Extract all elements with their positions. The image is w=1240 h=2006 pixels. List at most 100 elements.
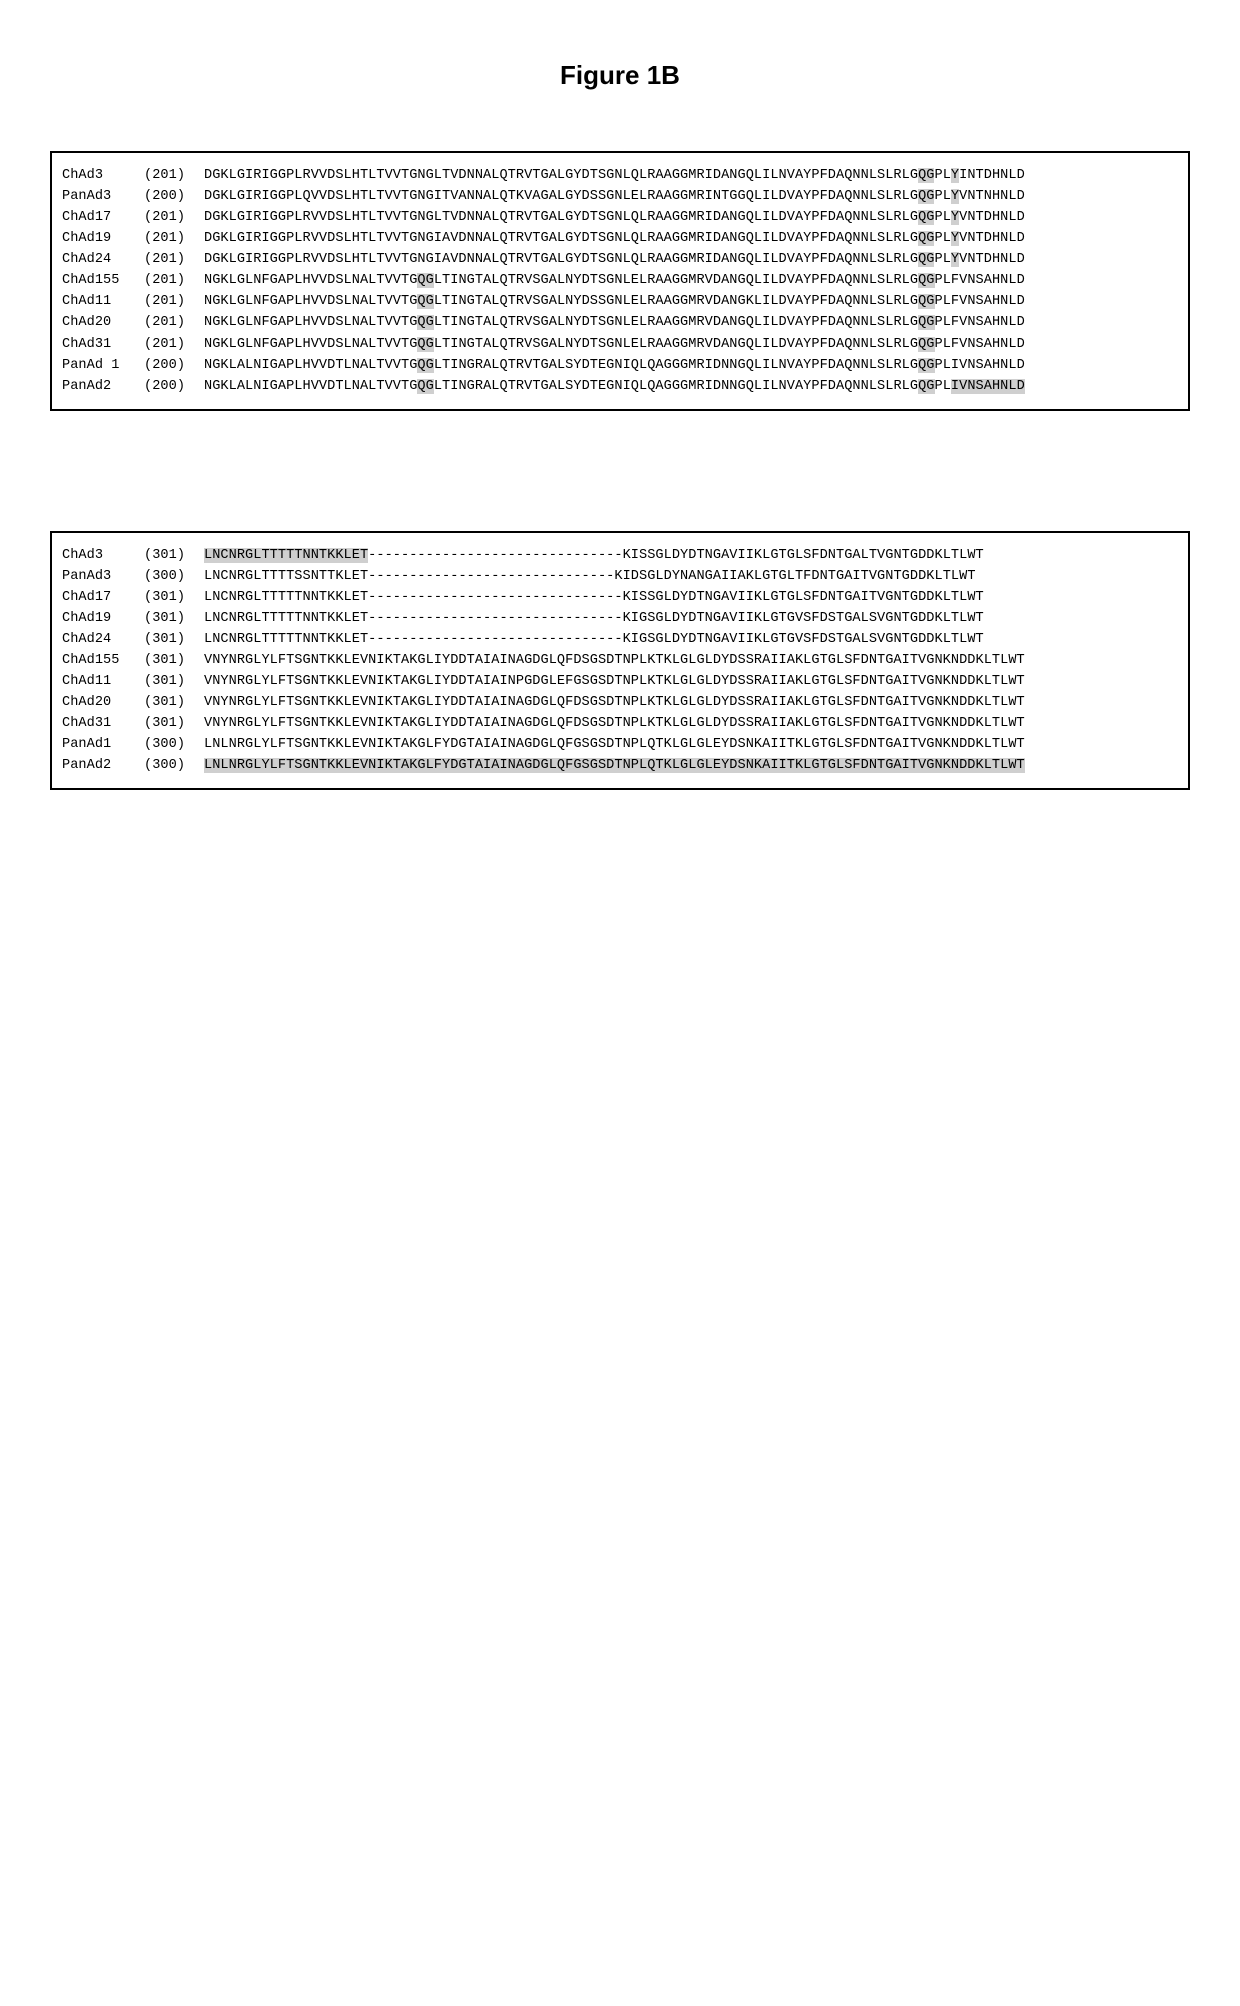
sequence-segment: LTINGTALQTRVSGALNYDTSGNLELRAAGGMRVDANGQL… [434,337,918,352]
sequence-position: (200) [144,355,204,376]
sequence-segment: NGKLGLNFGAPLHVVDSLNALTVVTG [204,337,417,352]
sequence-segment-highlighted: Y [951,189,959,204]
sequence-position: (300) [144,566,204,587]
sequence-segment: ----KISSGLDYDTNGAVIIKLGTGLSFDNTGAITVGNTG… [590,590,984,605]
sequence-position: (301) [144,650,204,671]
sequence-position: (301) [144,587,204,608]
sequence-segment-highlighted: QG [918,189,934,204]
sequence-segment-highlighted: QG [417,379,433,394]
sequence-data: LNCNRGLTTTTTNNTKKLET--------------------… [204,629,1178,650]
sequence-segment: LNCNRGLTTTTSSNTTKLET [204,569,368,584]
sequence-position: (301) [144,692,204,713]
sequence-label: ChAd24 [62,249,144,270]
sequence-segment: LNCNRGLTTTTTNNTKKLET [204,611,368,626]
sequence-label: ChAd17 [62,207,144,228]
sequence-position: (201) [144,165,204,186]
sequence-segment: LTINGTALQTRVSGALNYDTSGNLELRAAGGMRVDANGQL… [434,273,918,288]
sequence-row: ChAd20(201)NGKLGLNFGAPLHVVDSLNALTVVTGQGL… [62,312,1178,333]
sequence-segment: LNCNRGLTTTTTNNTKKLET [204,590,368,605]
sequence-label: ChAd11 [62,671,144,692]
sequence-row: ChAd11(301)VNYNRGLYLFTSGNTKKLEVNIKTAKGLI… [62,671,1178,692]
sequence-row: ChAd3(301)LNCNRGLTTTTTNNTKKLET----------… [62,545,1178,566]
sequence-segment-highlighted: QG [417,358,433,373]
sequence-segment-highlighted: QG [918,252,934,267]
sequence-row: ChAd17(301)LNCNRGLTTTTTNNTKKLET---------… [62,587,1178,608]
sequence-segment: VNYNRGLYLFTSGNTKKLEVNIKTAKGLIYDDTAIAINAG… [204,716,1025,731]
figure-title: Figure 1B [50,60,1190,91]
sequence-position: (300) [144,755,204,776]
sequence-segment: PLFVNSAHNLD [935,337,1025,352]
sequence-segment-highlighted: QG [918,168,934,183]
sequence-segment-highlighted: QG [918,315,934,330]
sequence-label: PanAd2 [62,376,144,397]
sequence-position: (201) [144,334,204,355]
sequence-data: LNCNRGLTTTTSSNTTKLET--------------------… [204,566,1178,587]
sequence-row: PanAd3(300)LNCNRGLTTTTSSNTTKLET---------… [62,566,1178,587]
alignment-block: ChAd3(301)LNCNRGLTTTTTNNTKKLET----------… [50,531,1190,791]
sequence-segment: VNYNRGLYLFTSGNTKKLEVNIKTAKGLIYDDTAIAINAG… [204,653,1025,668]
sequence-row: ChAd31(301)VNYNRGLYLFTSGNTKKLEVNIKTAKGLI… [62,713,1178,734]
sequence-data: NGKLALNIGAPLHVVDTLNALTVVTGQGLTINGRALQTRV… [204,355,1178,376]
sequence-segment: VNYNRGLYLFTSGNTKKLEVNIKTAKGLIYDDTAIAINAG… [204,695,1025,710]
sequence-row: PanAd2(300)LNLNRGLYLFTSGNTKKLEVNIKTAKGLF… [62,755,1178,776]
sequence-segment-highlighted: QG [918,379,934,394]
sequence-data: NGKLGLNFGAPLHVVDSLNALTVVTGQGLTINGTALQTRV… [204,270,1178,291]
sequence-position: (201) [144,249,204,270]
sequence-row: ChAd3(201)DGKLGIRIGGPLRVVDSLHTLTVVTGNGLT… [62,165,1178,186]
sequence-segment-highlighted: QG [918,231,934,246]
sequence-data: LNCNRGLTTTTTNNTKKLET--------------------… [204,608,1178,629]
sequence-segment: DGKLGIRIGGPLQVVDSLHTLTVVTGNGITVANNALQTKV… [204,189,918,204]
sequence-segment: --------------------------- [368,590,590,605]
sequence-row: ChAd11(201)NGKLGLNFGAPLHVVDSLNALTVVTGQGL… [62,291,1178,312]
sequence-position: (301) [144,671,204,692]
sequence-segment: NGKLGLNFGAPLHVVDSLNALTVVTG [204,273,417,288]
sequence-segment: LTINGRALQTRVTGALSYDTEGNIQLQAGGGMRIDNNGQL… [434,358,918,373]
sequence-row: PanAd1(300)LNLNRGLYLFTSGNTKKLEVNIKTAKGLF… [62,734,1178,755]
sequence-position: (301) [144,608,204,629]
sequence-label: ChAd155 [62,270,144,291]
sequence-segment: ----KIGSGLDYDTNGAVIIKLGTGVSFDSTGALSVGNTG… [590,611,984,626]
sequence-label: ChAd155 [62,650,144,671]
sequence-segment: PLFVNSAHNLD [935,315,1025,330]
sequence-data: NGKLALNIGAPLHVVDTLNALTVVTGQGLTINGRALQTRV… [204,376,1178,397]
sequence-segment: DGKLGIRIGGPLRVVDSLHTLTVVTGNGIAVDNNALQTRV… [204,231,918,246]
sequence-segment: LTINGTALQTRVSGALNYDSSGNLELRAAGGMRVDANGKL… [434,294,918,309]
sequence-segment: PL [934,252,950,267]
sequence-segment: INTDHNLD [959,168,1025,183]
sequence-segment: DGKLGIRIGGPLRVVDSLHTLTVVTGNGLTVDNNALQTRV… [204,168,918,183]
sequence-segment: PL [934,189,950,204]
sequence-label: ChAd24 [62,629,144,650]
sequence-segment-highlighted: QG [918,210,934,225]
sequence-segment: PL [934,168,950,183]
sequence-segment-highlighted: LNCNRGLTTTTTNNTKKLET [204,548,368,563]
sequence-segment: PL [934,210,950,225]
sequence-data: VNYNRGLYLFTSGNTKKLEVNIKTAKGLIYDDTAIAINAG… [204,650,1178,671]
sequence-data: VNYNRGLYLFTSGNTKKLEVNIKTAKGLIYDDTAIAINPG… [204,671,1178,692]
sequence-segment-highlighted: QG [918,337,934,352]
sequence-segment-highlighted: Y [951,210,959,225]
alignment-block: ChAd3(201)DGKLGIRIGGPLRVVDSLHTLTVVTGNGLT… [50,151,1190,411]
sequence-segment: VNTDHNLD [959,252,1025,267]
sequence-label: PanAd1 [62,734,144,755]
sequence-segment: NGKLALNIGAPLHVVDTLNALTVVTG [204,379,417,394]
sequence-label: ChAd17 [62,587,144,608]
sequence-segment: ---KIDSGLDYNANGAIIAKLGTGLTFDNTGAITVGNTGD… [590,569,976,584]
sequence-segment: LNCNRGLTTTTTNNTKKLET [204,632,368,647]
sequence-position: (301) [144,629,204,650]
sequence-label: PanAd3 [62,566,144,587]
sequence-segment-highlighted: QG [417,337,433,352]
sequence-data: NGKLGLNFGAPLHVVDSLNALTVVTGQGLTINGTALQTRV… [204,291,1178,312]
sequence-segment: VNYNRGLYLFTSGNTKKLEVNIKTAKGLIYDDTAIAINPG… [204,674,1025,689]
sequence-row: PanAd2(200)NGKLALNIGAPLHVVDTLNALTVVTGQGL… [62,376,1178,397]
sequence-segment: VNTDHNLD [959,210,1025,225]
sequence-row: ChAd17(201)DGKLGIRIGGPLRVVDSLHTLTVVTGNGL… [62,207,1178,228]
sequence-data: LNCNRGLTTTTTNNTKKLET--------------------… [204,587,1178,608]
alignment-container: ChAd3(201)DGKLGIRIGGPLRVVDSLHTLTVVTGNGLT… [50,151,1190,790]
sequence-label: ChAd31 [62,334,144,355]
sequence-label: ChAd20 [62,312,144,333]
sequence-data: LNLNRGLYLFTSGNTKKLEVNIKTAKGLFYDGTAIAINAG… [204,734,1178,755]
sequence-data: DGKLGIRIGGPLRVVDSLHTLTVVTGNGIAVDNNALQTRV… [204,228,1178,249]
sequence-segment: PLIVNSAHNLD [935,358,1025,373]
sequence-row: ChAd19(201)DGKLGIRIGGPLRVVDSLHTLTVVTGNGI… [62,228,1178,249]
sequence-row: ChAd155(201)NGKLGLNFGAPLHVVDSLNALTVVTGQG… [62,270,1178,291]
